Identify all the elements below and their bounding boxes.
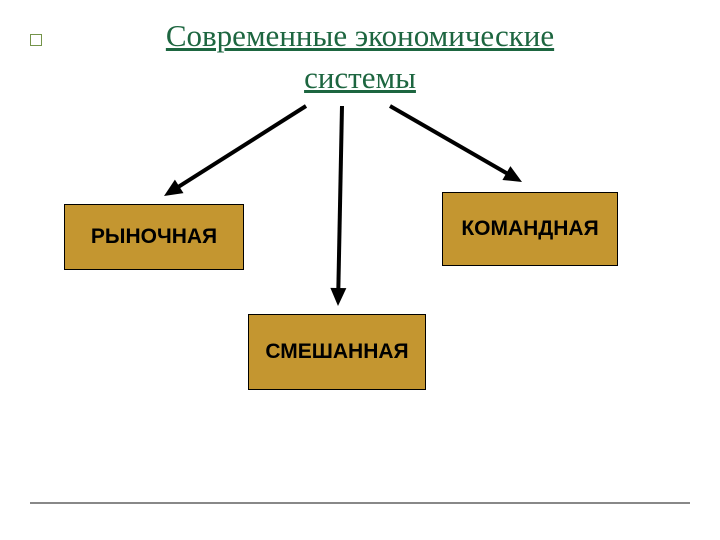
arrow-head-to-mixed	[330, 288, 346, 306]
box-command: КОМАНДНАЯ	[442, 192, 618, 266]
arrow-head-to-market	[164, 180, 183, 196]
arrow-line-to-command	[390, 106, 513, 177]
arrow-line-to-mixed	[338, 106, 342, 295]
title-line-2: системы	[304, 60, 416, 96]
title-line-1: Современные экономические	[166, 18, 554, 54]
box-mixed: СМЕШАННАЯ	[248, 314, 426, 390]
box-market: РЫНОЧНАЯ	[64, 204, 244, 270]
arrow-head-to-command	[502, 166, 522, 182]
footer-divider	[30, 502, 690, 504]
corner-square-icon	[30, 34, 42, 46]
arrow-line-to-market	[173, 106, 306, 190]
